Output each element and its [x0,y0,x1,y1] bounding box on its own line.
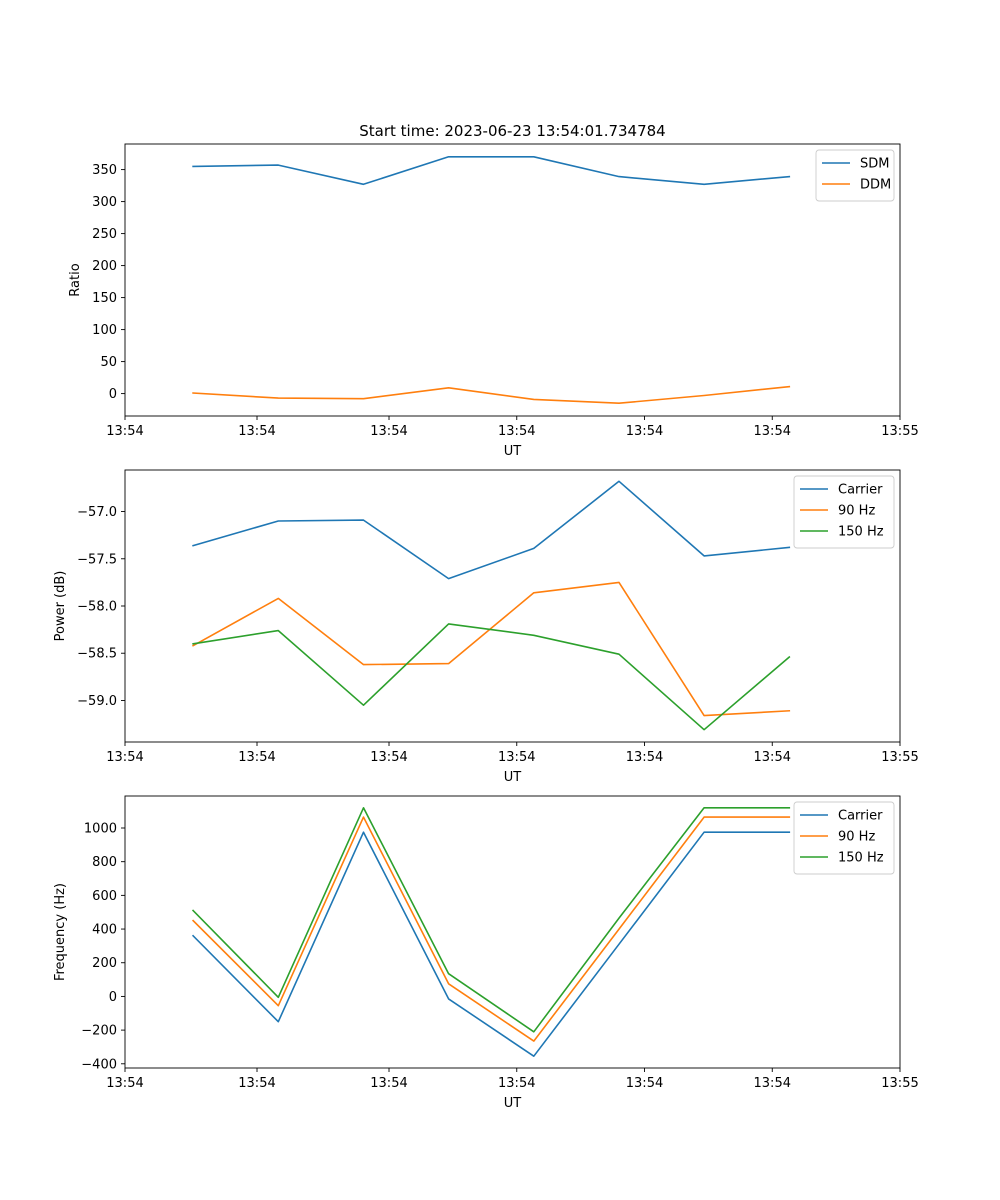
x-tick-label: 13:54 [238,424,275,439]
y-tick-label: 200 [92,259,117,274]
y-tick-label: 0 [109,387,117,402]
legend-box [793,475,895,549]
series-lines [192,156,791,405]
panel-1: 13:54 13:54 13:54 13:54 13:54 13:54 13:55 0 50 10… [68,143,919,459]
series-lines [191,806,791,1057]
y-tick-label: −58.5 [77,647,117,662]
panel-2: 13:54 13:54 13:54 13:54 13:54 13:54 13:55 −57.0… [53,469,919,785]
y-axis-label: Power (dB) [53,571,68,642]
x-tick-label: 13:54 [626,424,663,439]
y-tick-label: 300 [92,195,117,210]
axes-frame [124,143,901,417]
series-lines [192,480,791,731]
legend-label: 90 Hz [838,504,875,519]
y-tick-label: 800 [92,855,117,870]
axes-frame [124,795,901,1069]
y-tick-label: −59.0 [77,694,117,709]
x-tick-label: 13:54 [754,1076,791,1091]
legend-box [793,801,895,875]
y-axis-label: Frequency (Hz) [53,883,68,981]
y-tick-label: −200 [81,1024,117,1039]
x-tick-label: 13:54 [498,424,535,439]
series-line-150-hz [192,623,791,731]
series-line-sdm [192,156,791,186]
y-tick-label: 200 [92,956,117,971]
panel-3: 13:54 13:54 13:54 13:54 13:54 13:54 13:55 −400 −… [53,795,919,1111]
x-tick-label: 13:54 [498,750,535,765]
x-tick-label: 13:55 [881,1076,918,1091]
legend-label: 150 Hz [838,525,884,540]
x-tick-label: 13:54 [106,750,143,765]
x-tick-label: 13:54 [370,750,407,765]
y-tick-label: 600 [92,889,117,904]
y-tick-label: 250 [92,227,117,242]
y-tick-label: 400 [92,923,117,938]
legend-label: Carrier [838,809,883,824]
legend: SDM DDM [815,149,895,202]
y-axis-label: Ratio [68,263,83,296]
x-tick-label: 13:54 [370,1076,407,1091]
x-tick-label: 13:54 [498,1076,535,1091]
legend-label: 150 Hz [838,851,884,866]
y-tick-label: 1000 [84,822,117,837]
legend-label: 90 Hz [838,830,875,845]
x-tick-label: 13:54 [238,750,275,765]
y-tick-label: −400 [81,1057,117,1072]
legend-label: SDM [860,157,889,172]
y-tick-label: 150 [92,291,117,306]
x-tick-label: 13:55 [881,424,918,439]
x-tick-label: 13:54 [754,424,791,439]
legend: Carrier 90 Hz 150 Hz [793,475,895,549]
plot-panels: 13:54 13:54 13:54 13:54 13:54 13:54 13:55 0 50 10… [53,143,919,1111]
x-tick-label: 13:54 [754,750,791,765]
y-tick-label: 350 [92,163,117,178]
y-tick-label: −57.5 [77,552,117,567]
series-line-ddm [192,385,791,405]
x-tick-label: 13:54 [370,424,407,439]
legend-label: Carrier [838,483,883,498]
legend-label: DDM [860,178,891,193]
x-tick-label: 13:54 [106,1076,143,1091]
series-line-90-hz [192,581,791,717]
y-tick-label: 50 [100,355,117,370]
y-tick-label: −58.0 [77,600,117,615]
axes-frame [124,469,901,743]
y-tick-label: 0 [109,990,117,1005]
x-axis-label: UT [504,770,522,785]
series-line-150-hz [191,806,791,1033]
x-tick-label: 13:54 [626,750,663,765]
x-axis-label: UT [504,1096,522,1111]
x-tick-label: 13:54 [626,1076,663,1091]
series-line-carrier [191,831,791,1057]
x-axis-label: UT [504,444,522,459]
y-tick-label: −57.0 [77,505,117,520]
y-tick-label: 100 [92,323,117,338]
figure-title: Start time: 2023-06-23 13:54:01.734784 [359,122,665,140]
x-tick-label: 13:54 [238,1076,275,1091]
legend: Carrier 90 Hz 150 Hz [793,801,895,875]
x-tick-label: 13:55 [881,750,918,765]
x-tick-label: 13:54 [106,424,143,439]
series-line-carrier [192,480,791,580]
series-line-90-hz [191,816,791,1042]
